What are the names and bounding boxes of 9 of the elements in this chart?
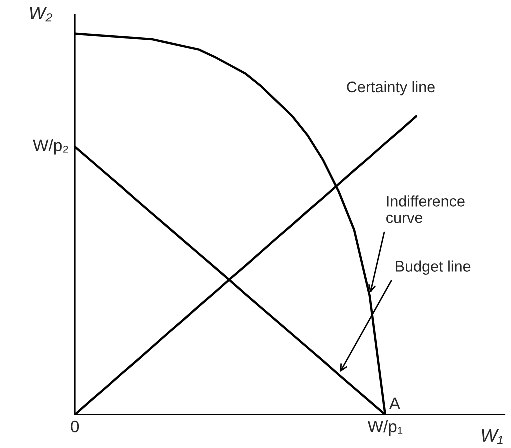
annotation: A [389, 398, 400, 410]
text: Indifference curve [386, 196, 465, 224]
x-tick-label: W/p₁ [368, 420, 403, 436]
annotation: W/p₂ [33, 139, 68, 155]
series-label: Certainty line [347, 81, 435, 96]
x-tick-label: 0 [71, 420, 80, 433]
text: Budget line [396, 260, 471, 275]
x-axis-title: W₁ [482, 430, 503, 444]
y-axis-title: W₂ [30, 7, 53, 22]
